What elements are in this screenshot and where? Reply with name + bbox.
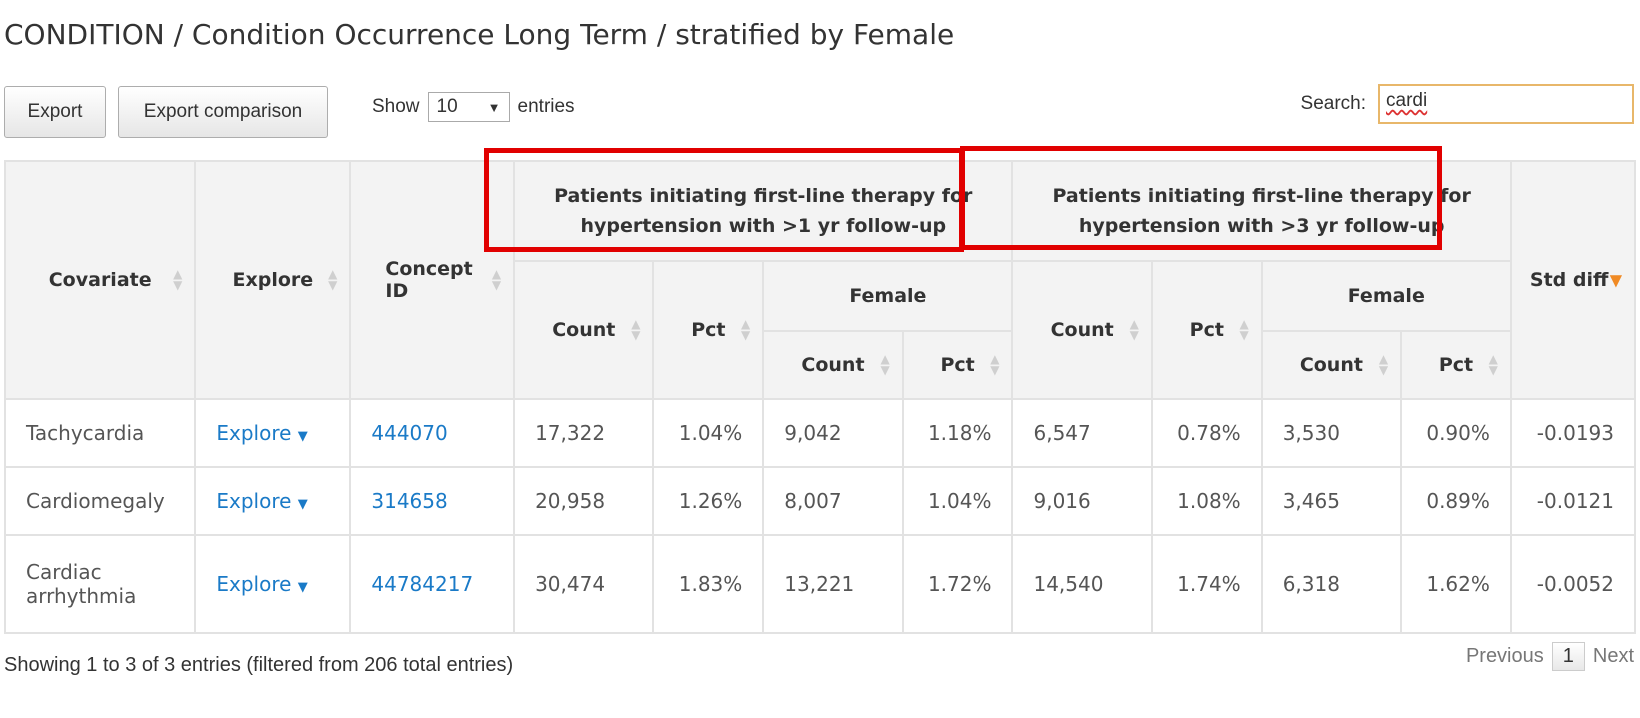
concept-id-link[interactable]: 444070 [349, 398, 516, 468]
export-comparison-button[interactable]: Export comparison [118, 86, 328, 138]
caret-down-icon: ▼ [297, 429, 308, 444]
pct-cell: 1.74% [1150, 534, 1263, 634]
caret-down-icon: ▼ [297, 580, 308, 595]
female-pct-cell: 0.89% [1400, 466, 1512, 536]
sort-icon: ▲ ▼ [880, 352, 890, 377]
table-row: Cardiomegaly Explore ▼ 314658 20,958 1.2… [3, 466, 1637, 536]
page-size-control: Show 10 ▼ entries [372, 92, 575, 122]
previous-button[interactable]: Previous [1465, 645, 1544, 667]
next-button[interactable]: Next [1592, 645, 1634, 667]
pct-cell: 1.83% [652, 534, 765, 634]
caret-down-icon: ▼ [297, 497, 308, 512]
table-row: Cardiac arrhythmia Explore ▼ 44784217 30… [3, 534, 1637, 634]
count-cell: 30,474 [513, 534, 655, 634]
col-header-female: Female [1260, 260, 1512, 332]
count-cell: 20,958 [513, 466, 655, 536]
sort-icon: ▲ ▼ [741, 317, 751, 342]
std-diff-cell: -0.0193 [1509, 398, 1637, 468]
covariate-cell: Cardiac arrhythmia [3, 534, 197, 634]
search-input[interactable]: cardi [1378, 84, 1634, 124]
female-count-cell: 3,465 [1260, 466, 1403, 536]
col-header-pct[interactable]: Pct ▲ ▼ [1150, 260, 1263, 400]
explore-dropdown[interactable]: Explore ▼ [194, 534, 352, 634]
pagination: Previous 1 Next [1466, 642, 1634, 671]
std-diff-cell: -0.0121 [1509, 466, 1637, 536]
sort-icon: ▲ ▼ [1378, 352, 1389, 377]
page-size-value: 10 [436, 96, 458, 117]
show-label: Show [372, 96, 420, 117]
covariate-cell: Cardiomegaly [3, 466, 197, 536]
female-pct-cell: 1.18% [901, 398, 1014, 468]
comparison-table: Covariate ▲ ▼ Explore ▲ ▼ Concept ID ▲ ▼ Pa… [3, 160, 1637, 634]
col-header-count[interactable]: Count ▲ ▼ [1011, 260, 1153, 400]
table-row: Tachycardia Explore ▼ 444070 17,322 1.04… [3, 398, 1637, 468]
female-count-cell: 3,530 [1260, 398, 1403, 468]
female-count-cell: 13,221 [762, 534, 904, 634]
col-header-covariate[interactable]: Covariate ▲ ▼ [3, 160, 197, 400]
sort-icon: ▲ ▼ [990, 352, 1000, 377]
count-cell: 17,322 [513, 398, 655, 468]
sort-icon: ▲ ▼ [631, 317, 641, 342]
count-cell: 9,016 [1011, 466, 1153, 536]
col-header-count[interactable]: Count ▲ ▼ [513, 260, 655, 400]
col-header-female-count[interactable]: Count ▲ ▼ [1260, 330, 1403, 400]
search-value: cardi [1386, 90, 1428, 111]
sort-icon: ▲ ▼ [1239, 317, 1249, 342]
sort-desc-icon: ▼ [1609, 270, 1622, 290]
col-header-std-diff[interactable]: Std diff ▼ [1509, 160, 1637, 400]
sort-icon: ▲ ▼ [1488, 352, 1498, 377]
count-cell: 14,540 [1011, 534, 1153, 634]
female-count-cell: 6,318 [1260, 534, 1403, 634]
covariate-cell: Tachycardia [3, 398, 197, 468]
explore-dropdown[interactable]: Explore ▼ [194, 466, 352, 536]
search-label: Search: [1300, 93, 1366, 114]
pct-cell: 1.04% [652, 398, 765, 468]
page-1-button[interactable]: 1 [1551, 642, 1585, 671]
female-count-cell: 8,007 [762, 466, 904, 536]
col-header-female: Female [762, 260, 1014, 332]
highlight-box-3yr [960, 146, 1442, 250]
highlight-box-1yr [484, 148, 964, 252]
pct-cell: 1.26% [652, 466, 765, 536]
export-button[interactable]: Export [4, 86, 106, 138]
concept-id-link[interactable]: 44784217 [349, 534, 516, 634]
col-header-explore[interactable]: Explore ▲ ▼ [194, 160, 352, 400]
col-header-female-count[interactable]: Count ▲ ▼ [762, 330, 904, 400]
std-diff-cell: -0.0052 [1509, 534, 1637, 634]
dropdown-caret-icon: ▼ [487, 99, 501, 115]
explore-dropdown[interactable]: Explore ▼ [194, 398, 352, 468]
concept-id-link[interactable]: 314658 [349, 466, 516, 536]
pct-cell: 0.78% [1150, 398, 1263, 468]
col-header-pct[interactable]: Pct ▲ ▼ [652, 260, 765, 400]
page-title: CONDITION / Condition Occurrence Long Te… [4, 18, 955, 51]
table-info: Showing 1 to 3 of 3 entries (filtered fr… [4, 654, 514, 676]
pct-cell: 1.08% [1150, 466, 1263, 536]
female-pct-cell: 1.04% [901, 466, 1014, 536]
female-pct-cell: 0.90% [1400, 398, 1512, 468]
female-count-cell: 9,042 [762, 398, 904, 468]
entries-label: entries [517, 96, 575, 117]
female-pct-cell: 1.72% [901, 534, 1014, 634]
col-header-female-pct[interactable]: Pct ▲ ▼ [901, 330, 1014, 400]
sort-icon: ▲ ▼ [1129, 317, 1139, 342]
group-header-1yr: Patients initiating first-line therapy f… [513, 160, 1014, 262]
page-size-select[interactable]: 10 ▼ [427, 92, 510, 122]
sort-icon: ▲ ▼ [173, 267, 183, 292]
female-pct-cell: 1.62% [1400, 534, 1512, 634]
sort-icon: ▲ ▼ [491, 267, 502, 292]
count-cell: 6,547 [1011, 398, 1153, 468]
search-control: Search: cardi [1301, 84, 1634, 124]
sort-icon: ▲ ▼ [328, 267, 338, 292]
col-header-female-pct[interactable]: Pct ▲ ▼ [1400, 330, 1512, 400]
